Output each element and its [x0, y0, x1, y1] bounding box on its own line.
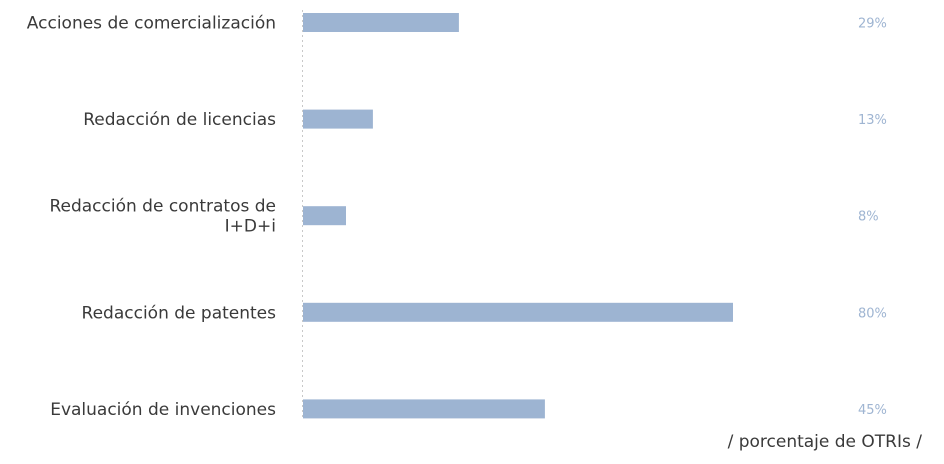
bar-2	[303, 206, 346, 226]
category-label-4: Evaluación de invenciones	[50, 400, 276, 420]
axis-unit-label: / porcentaje de OTRIs /	[727, 432, 922, 452]
category-label-line: Redacción de contratos de	[49, 197, 276, 217]
value-label-0: 29%	[858, 17, 887, 32]
category-label-0: Acciones de comercialización	[27, 14, 276, 34]
bar-1	[303, 109, 373, 129]
bar-3	[303, 302, 733, 322]
value-label-3: 80%	[858, 306, 887, 321]
category-label-2: Redacción de contratos de I+D+i	[49, 197, 276, 237]
category-label-1: Redacción de licencias	[83, 110, 276, 130]
category-label-line: Redacción de patentes	[82, 303, 277, 323]
value-labels: 29% 13% 8% 80% 45%	[858, 17, 887, 418]
bars-group	[303, 13, 733, 419]
category-label-line: Acciones de comercialización	[27, 14, 276, 34]
category-labels: Acciones de comercialización Redacción de…	[27, 14, 276, 420]
bar-4	[303, 399, 545, 419]
category-label-line: Evaluación de invenciones	[50, 400, 276, 420]
value-label-1: 13%	[858, 113, 887, 128]
category-label-line: I+D+i	[225, 217, 276, 237]
category-label-line: Redacción de licencias	[83, 110, 276, 130]
value-label-2: 8%	[858, 210, 879, 225]
value-label-4: 45%	[858, 403, 887, 418]
category-label-3: Redacción de patentes	[82, 303, 277, 323]
bar-0	[303, 13, 459, 32]
